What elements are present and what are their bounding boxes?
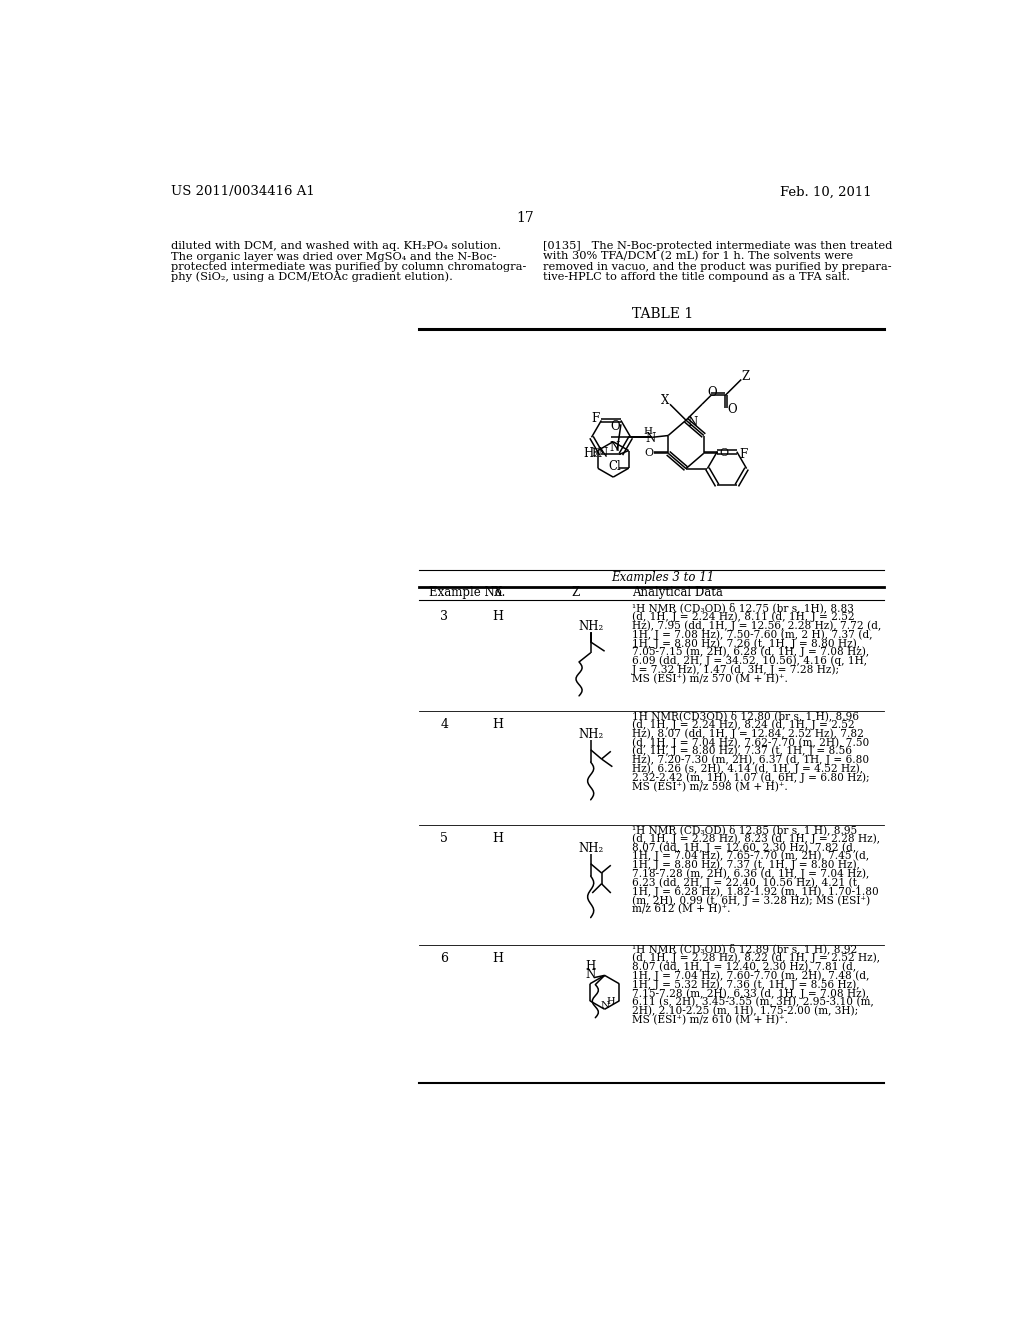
Text: 6.11 (s, 2H), 3.45-3.55 (m, 3H), 2.95-3.10 (m,: 6.11 (s, 2H), 3.45-3.55 (m, 3H), 2.95-3.… xyxy=(632,997,873,1007)
Text: Example No.: Example No. xyxy=(429,586,505,599)
Text: NH₂: NH₂ xyxy=(579,727,603,741)
Text: Z: Z xyxy=(741,370,750,383)
Text: H: H xyxy=(606,997,615,1006)
Text: Hz), 7.95 (dd, 1H, J = 12.56, 2.28 Hz), 7.72 (d,: Hz), 7.95 (dd, 1H, J = 12.56, 2.28 Hz), … xyxy=(632,620,881,631)
Text: 1H NMR(CD3OD) δ 12.80 (br s, 1 H), 8.96: 1H NMR(CD3OD) δ 12.80 (br s, 1 H), 8.96 xyxy=(632,710,859,721)
Text: F: F xyxy=(591,412,599,425)
Text: Analytical Data: Analytical Data xyxy=(632,586,723,599)
Text: protected intermediate was purified by column chromatogra-: protected intermediate was purified by c… xyxy=(171,263,526,272)
Text: ¹H NMR (CD₃OD) δ 12.85 (br s, 1 H), 8.95: ¹H NMR (CD₃OD) δ 12.85 (br s, 1 H), 8.95 xyxy=(632,824,857,836)
Text: ¹H NMR (CD₃OD) δ 12.75 (br s, 1H), 8.83: ¹H NMR (CD₃OD) δ 12.75 (br s, 1H), 8.83 xyxy=(632,602,854,614)
Text: [0135]   The N-Boc-protected intermediate was then treated: [0135] The N-Boc-protected intermediate … xyxy=(543,242,892,251)
Text: F: F xyxy=(591,449,599,458)
Text: 1H, J = 7.04 Hz), 7.65-7.70 (m, 2H), 7.45 (d,: 1H, J = 7.04 Hz), 7.65-7.70 (m, 2H), 7.4… xyxy=(632,851,869,862)
Text: (d, 1H, J = 2.24 Hz), 8.11 (d, 1H, J = 2.52: (d, 1H, J = 2.24 Hz), 8.11 (d, 1H, J = 2… xyxy=(632,611,854,622)
Text: 6.09 (dd, 2H, J = 34.52, 10.56), 4.16 (q, 1H,: 6.09 (dd, 2H, J = 34.52, 10.56), 4.16 (q… xyxy=(632,656,866,667)
Text: H₂N: H₂N xyxy=(584,447,608,461)
Text: diluted with DCM, and washed with aq. KH₂PO₄ solution.: diluted with DCM, and washed with aq. KH… xyxy=(171,242,501,251)
Text: 3: 3 xyxy=(440,610,449,623)
Text: removed in vacuo, and the product was purified by prepara-: removed in vacuo, and the product was pu… xyxy=(543,263,891,272)
Text: 1H, J = 7.04 Hz), 7.60-7.70 (m, 2H), 7.48 (d,: 1H, J = 7.04 Hz), 7.60-7.70 (m, 2H), 7.4… xyxy=(632,970,869,981)
Text: 1H, J = 7.08 Hz), 7.50-7.60 (m, 2 H), 7.37 (d,: 1H, J = 7.08 Hz), 7.50-7.60 (m, 2 H), 7.… xyxy=(632,630,872,640)
Text: O: O xyxy=(610,420,620,433)
Text: MS (ESI⁺) m/z 610 (M + H)⁺.: MS (ESI⁺) m/z 610 (M + H)⁺. xyxy=(632,1015,787,1026)
Text: (d, 1H, J = 7.04 Hz), 7.62-7.70 (m, 2H), 7.50: (d, 1H, J = 7.04 Hz), 7.62-7.70 (m, 2H),… xyxy=(632,737,869,747)
Text: H: H xyxy=(493,610,503,623)
Text: Hz), 7.20-7.30 (m, 2H), 6.37 (d, 1H, J = 6.80: Hz), 7.20-7.30 (m, 2H), 6.37 (d, 1H, J =… xyxy=(632,755,869,766)
Text: 4: 4 xyxy=(440,718,449,731)
Text: X: X xyxy=(494,586,502,599)
Text: (d, 1H, J = 2.28 Hz), 8.22 (d, 1H, J = 2.52 Hz),: (d, 1H, J = 2.28 Hz), 8.22 (d, 1H, J = 2… xyxy=(632,953,880,964)
Text: 6: 6 xyxy=(440,952,449,965)
Text: F: F xyxy=(739,447,748,461)
Text: 1H, J = 8.80 Hz), 7.26 (t, 1H, J = 8.80 Hz),: 1H, J = 8.80 Hz), 7.26 (t, 1H, J = 8.80 … xyxy=(632,638,860,648)
Text: N: N xyxy=(609,441,620,454)
Text: 8.07 (dd, 1H, J = 12.40, 2.30 Hz), 7.81 (d,: 8.07 (dd, 1H, J = 12.40, 2.30 Hz), 7.81 … xyxy=(632,961,856,972)
Text: 6.23 (dd, 2H, J = 22.40, 10.56 Hz), 4.21 (t,: 6.23 (dd, 2H, J = 22.40, 10.56 Hz), 4.21… xyxy=(632,878,860,888)
Text: 7.05-7.15 (m, 2H), 6.28 (d, 1H, J = 7.08 Hz),: 7.05-7.15 (m, 2H), 6.28 (d, 1H, J = 7.08… xyxy=(632,647,869,657)
Text: 2.32-2.42 (m, 1H), 1.07 (d, 6H, J = 6.80 Hz);: 2.32-2.42 (m, 1H), 1.07 (d, 6H, J = 6.80… xyxy=(632,772,869,783)
Text: H: H xyxy=(586,960,596,973)
Text: O: O xyxy=(708,385,718,399)
Text: 8.07 (dd, 1H, J = 12.60, 2.30 Hz), 7.82 (d,: 8.07 (dd, 1H, J = 12.60, 2.30 Hz), 7.82 … xyxy=(632,842,856,853)
Text: NH₂: NH₂ xyxy=(579,842,603,855)
Text: MS (ESI⁺) m/z 598 (M + H)⁺.: MS (ESI⁺) m/z 598 (M + H)⁺. xyxy=(632,781,787,792)
Text: O: O xyxy=(644,449,653,458)
Text: J = 7.32 Hz), 1.47 (d, 3H, J = 7.28 Hz);: J = 7.32 Hz), 1.47 (d, 3H, J = 7.28 Hz); xyxy=(632,664,840,675)
Text: H: H xyxy=(493,832,503,845)
Text: tive-HPLC to afford the title compound as a TFA salt.: tive-HPLC to afford the title compound a… xyxy=(543,272,850,282)
Text: TABLE 1: TABLE 1 xyxy=(632,306,693,321)
Text: 7.18-7.28 (m, 2H), 6.36 (d, 1H, J = 7.04 Hz),: 7.18-7.28 (m, 2H), 6.36 (d, 1H, J = 7.04… xyxy=(632,869,869,879)
Text: NH₂: NH₂ xyxy=(579,620,603,634)
Text: N: N xyxy=(600,1001,609,1010)
Text: The organic layer was dried over MgSO₄ and the N-Boc-: The organic layer was dried over MgSO₄ a… xyxy=(171,252,497,261)
Text: with 30% TFA/DCM (2 mL) for 1 h. The solvents were: with 30% TFA/DCM (2 mL) for 1 h. The sol… xyxy=(543,251,853,261)
Text: H: H xyxy=(644,426,652,436)
Text: US 2011/0034416 A1: US 2011/0034416 A1 xyxy=(171,185,314,198)
Text: 17: 17 xyxy=(516,211,534,224)
Text: ¹H NMR (CD₃OD) δ 12.89 (br s, 1 H), 8.92: ¹H NMR (CD₃OD) δ 12.89 (br s, 1 H), 8.92 xyxy=(632,944,857,954)
Text: m/z 612 (M + H)⁺.: m/z 612 (M + H)⁺. xyxy=(632,904,730,915)
Text: MS (ESI⁺) m/z 570 (M + H)⁺.: MS (ESI⁺) m/z 570 (M + H)⁺. xyxy=(632,673,787,684)
Text: 1H, J = 8.80 Hz), 7.37 (t, 1H, J = 8.80 Hz),: 1H, J = 8.80 Hz), 7.37 (t, 1H, J = 8.80 … xyxy=(632,859,859,870)
Text: (d, 1H, J = 2.28 Hz), 8.23 (d, 1H, J = 2.28 Hz),: (d, 1H, J = 2.28 Hz), 8.23 (d, 1H, J = 2… xyxy=(632,833,880,843)
Text: 2H), 2.10-2.25 (m, 1H), 1.75-2.00 (m, 3H);: 2H), 2.10-2.25 (m, 1H), 1.75-2.00 (m, 3H… xyxy=(632,1006,858,1016)
Text: (d, 1H, J = 2.24 Hz), 8.24 (d, 1H, J = 2.52: (d, 1H, J = 2.24 Hz), 8.24 (d, 1H, J = 2… xyxy=(632,719,854,730)
Text: 1H, J = 5.32 Hz), 7.36 (t, 1H, J = 8.56 Hz),: 1H, J = 5.32 Hz), 7.36 (t, 1H, J = 8.56 … xyxy=(632,979,859,990)
Text: (d, 1H, J = 8.80 Hz), 7.37 (t, 1H, J = 8.56: (d, 1H, J = 8.80 Hz), 7.37 (t, 1H, J = 8… xyxy=(632,746,852,756)
Text: N: N xyxy=(586,968,596,981)
Text: Feb. 10, 2011: Feb. 10, 2011 xyxy=(780,185,872,198)
Text: Cl: Cl xyxy=(608,461,621,473)
Text: Examples 3 to 11: Examples 3 to 11 xyxy=(611,572,715,585)
Text: 7.15-7.28 (m, 2H), 6.33 (d, 1H, J = 7.08 Hz),: 7.15-7.28 (m, 2H), 6.33 (d, 1H, J = 7.08… xyxy=(632,987,868,998)
Text: 5: 5 xyxy=(440,832,449,845)
Text: N: N xyxy=(645,433,655,445)
Text: O: O xyxy=(727,403,737,416)
Text: X: X xyxy=(662,393,670,407)
Text: N: N xyxy=(687,416,697,429)
Text: H: H xyxy=(493,718,503,731)
Text: H: H xyxy=(493,952,503,965)
Text: Hz), 8.07 (dd, 1H, J = 12.84, 2.52 Hz), 7.82: Hz), 8.07 (dd, 1H, J = 12.84, 2.52 Hz), … xyxy=(632,729,863,739)
Text: O: O xyxy=(719,449,728,458)
Text: (m, 2H), 0.99 (t, 6H, J = 3.28 Hz); MS (ESI⁺): (m, 2H), 0.99 (t, 6H, J = 3.28 Hz); MS (… xyxy=(632,895,869,906)
Text: 1H, J = 6.28 Hz), 1.82-1.92 (m, 1H), 1.70-1.80: 1H, J = 6.28 Hz), 1.82-1.92 (m, 1H), 1.7… xyxy=(632,886,879,896)
Text: Z: Z xyxy=(571,586,580,599)
Text: Hz), 6.26 (s, 2H), 4.14 (d, 1H, J = 4.52 Hz),: Hz), 6.26 (s, 2H), 4.14 (d, 1H, J = 4.52… xyxy=(632,763,863,774)
Text: phy (SiO₂, using a DCM/EtOAc gradient elution).: phy (SiO₂, using a DCM/EtOAc gradient el… xyxy=(171,272,453,282)
